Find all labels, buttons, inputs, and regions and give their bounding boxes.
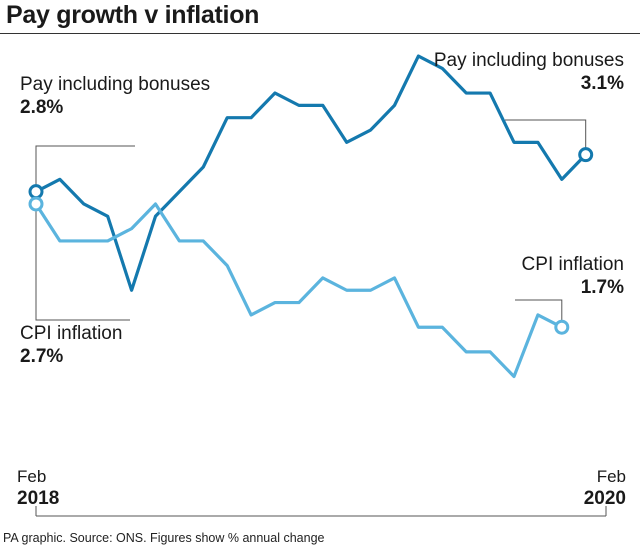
x-tick-start-month: Feb [17, 467, 47, 486]
annotation-lines [35, 119, 607, 517]
cpi-end-name: CPI inflation [521, 254, 624, 275]
pay-end-marker [578, 147, 594, 163]
pay-start-marker [28, 184, 44, 200]
pay-end-name: Pay including bonuses [433, 50, 624, 71]
cpi-end-leader [515, 299, 563, 328]
series-lines [34, 54, 588, 379]
x-tick-start: Feb 2018 [17, 466, 59, 510]
cpi-end-value: 1.7% [580, 277, 624, 298]
x-tick-end: Feb 2020 [584, 466, 626, 510]
x-tick-start-year: 2018 [17, 488, 60, 509]
cpi-start-marker [28, 196, 44, 212]
cpi-end-marker [554, 319, 570, 335]
pay-end-leader [505, 119, 587, 155]
cpi-start-name: CPI inflation [20, 323, 123, 344]
chart-title: Pay growth v inflation [6, 1, 260, 29]
x-tick-end-year: 2020 [583, 488, 626, 509]
pay-start-value: 2.8% [20, 97, 64, 118]
end-markers [28, 147, 594, 335]
title-rule [0, 33, 640, 34]
source-footer: PA graphic. Source: ONS. Figures show % … [3, 531, 325, 545]
cpi-start-label: CPI inflation 2.7% [20, 322, 122, 368]
pay-start-leader [35, 145, 135, 192]
pay-end-label: Pay including bonuses 3.1% [404, 49, 624, 95]
pay-start-label: Pay including bonuses 2.8% [20, 73, 210, 119]
pay-end-value: 3.1% [580, 73, 624, 94]
cpi-start-value: 2.7% [20, 346, 64, 367]
pay-series-line [34, 54, 588, 292]
pay-start-name: Pay including bonuses [20, 74, 211, 95]
cpi-series-line [34, 202, 564, 379]
cpi-end-label: CPI inflation 1.7% [424, 253, 624, 299]
cpi-start-leader [35, 203, 130, 321]
x-tick-end-month: Feb [596, 467, 626, 486]
